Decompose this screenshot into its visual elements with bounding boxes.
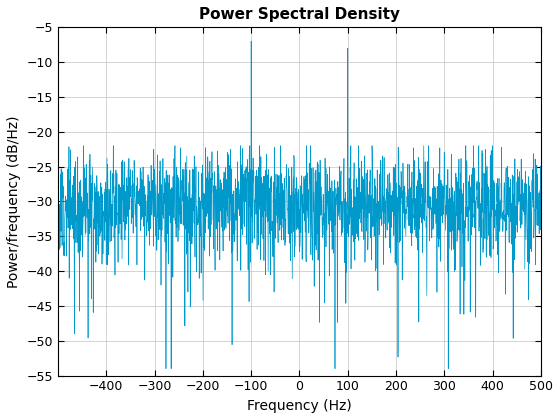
Title: Power Spectral Density: Power Spectral Density <box>199 7 400 22</box>
Y-axis label: Power/frequency (dB/Hz): Power/frequency (dB/Hz) <box>7 115 21 288</box>
X-axis label: Frequency (Hz): Frequency (Hz) <box>247 399 352 413</box>
